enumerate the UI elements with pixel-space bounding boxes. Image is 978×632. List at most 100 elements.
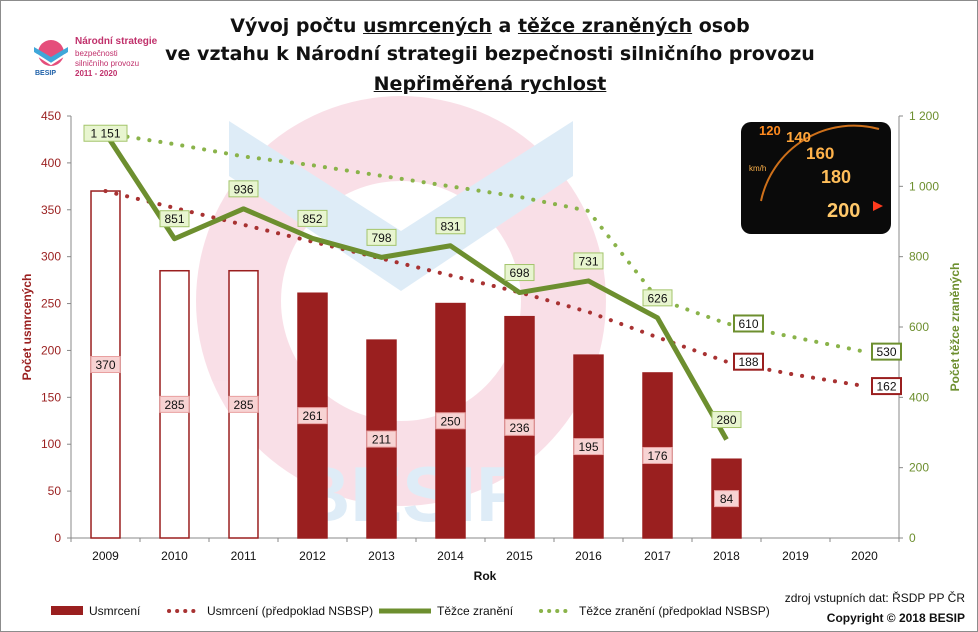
y2-tick-label: 400 <box>909 390 929 404</box>
line-tezce-zraneni <box>103 131 729 441</box>
line-label-2010: 851 <box>164 212 184 226</box>
bar-label-2009-box <box>90 356 121 374</box>
line-label-2017: 626 <box>647 291 667 305</box>
speedometer-image: 120 140 160 180 200 km/h <box>741 122 891 234</box>
x-tick-label: 2014 <box>437 549 464 563</box>
title-part-tezce-zranenych: těžce zraněných <box>517 15 693 37</box>
line-label-2015: 698 <box>509 266 529 280</box>
bar-label-2011: 285 <box>233 398 253 412</box>
bar-label-2017: 176 <box>647 449 667 463</box>
line-label-2013-box <box>366 228 397 246</box>
line-label-2018-box <box>711 411 742 429</box>
x-tick-label: 2019 <box>782 549 809 563</box>
x-tick-label: 2013 <box>368 549 395 563</box>
lines-layer <box>103 131 729 441</box>
x-tick-label: 2011 <box>231 549 257 563</box>
projection-usmrceni-label-2020: 162 <box>876 380 896 394</box>
line-label-2016: 731 <box>578 254 598 268</box>
line-label-2016-box <box>573 252 604 270</box>
legend-label-zraneni: Těžce zranění <box>437 604 514 618</box>
y-tick-label: 0 <box>54 531 61 545</box>
y-tick-label: 450 <box>41 109 61 123</box>
svg-text:120: 120 <box>759 123 781 138</box>
svg-text:km/h: km/h <box>749 164 766 173</box>
title-part: a <box>491 15 518 37</box>
legend-label-zraneni-projection: Těžce zranění (předpoklad NSBSP) <box>579 604 770 618</box>
y2-tick-label: 800 <box>909 250 929 264</box>
x-tick-label: 2010 <box>161 549 188 563</box>
projection-usmrceni-label-2020-box <box>871 377 902 396</box>
legend-label-usmrceni-projection: Usmrcení (předpoklad NSBSP) <box>207 604 373 618</box>
line-label-2018: 280 <box>716 413 736 427</box>
source-note: zdroj vstupních dat: ŘSDP PP ČR <box>784 591 965 605</box>
bar-label-2014-box <box>435 412 466 430</box>
chart-subtitle: Nepřiměřená rychlost <box>373 73 607 95</box>
chart-title-line1: Vývoj počtu usmrcených a těžce zraněných… <box>1 13 977 39</box>
bar-label-2011-box <box>228 395 259 413</box>
bar-label-2009: 370 <box>95 358 115 372</box>
y-tick-label: 250 <box>41 297 61 311</box>
line-label-2012: 852 <box>302 212 322 226</box>
y-tick-label: 100 <box>41 437 61 451</box>
legend-swatch-usmrceni <box>51 606 83 615</box>
bar-label-2013-box <box>366 430 397 448</box>
line-label-2013: 798 <box>371 231 391 245</box>
y-tick-label: 200 <box>41 343 61 357</box>
line-label-2011: 936 <box>233 182 253 196</box>
svg-text:200: 200 <box>827 200 860 222</box>
projection-usmrceni-label-2018: 188 <box>738 355 758 369</box>
bar-label-2018-box <box>714 490 739 508</box>
x-tick-label: 2015 <box>506 549 533 563</box>
y2-tick-label: 600 <box>909 320 929 334</box>
svg-text:160: 160 <box>806 144 834 163</box>
bar-label-2016: 195 <box>578 440 598 454</box>
logo-emblem-icon <box>34 40 68 66</box>
title-part-usmrcenych: usmrcených <box>363 15 492 37</box>
title-part: osob <box>692 15 750 37</box>
legend: Usmrcení Usmrcení (předpoklad NSBSP) Těžce… <box>51 604 770 618</box>
line-label-2014-box <box>435 217 466 235</box>
line-label-2014: 831 <box>440 219 460 233</box>
y-tick-label: 50 <box>48 484 62 498</box>
labels-layer: 370 285 285 261 211 250 236 195 176 84 1 151 851 936… <box>83 124 902 508</box>
x-tick-label: 2009 <box>92 549 119 563</box>
y-tick-label: 300 <box>41 250 61 264</box>
y2-tick-label: 200 <box>909 461 929 475</box>
bar-label-2016-box <box>573 438 604 456</box>
y2-tick-label: 1 200 <box>909 109 939 123</box>
line-label-2009: 1 151 <box>90 127 120 141</box>
y2-tick-label: 1 000 <box>909 179 939 193</box>
chart-title-line2: ve vztahu k Národní strategii bezpečnost… <box>165 43 815 65</box>
bar-label-2014: 250 <box>440 414 460 428</box>
x-axis-title: Rok <box>474 569 497 583</box>
bar-label-2017-box <box>642 446 673 464</box>
x-tick-label: 2017 <box>644 549 671 563</box>
line-label-2015-box <box>504 264 535 282</box>
bar-label-2010-box <box>159 395 190 413</box>
logo-text-line1: Národní strategie <box>75 36 158 47</box>
bar-label-2010: 285 <box>164 398 184 412</box>
logo-brand: BESIP <box>35 70 57 77</box>
legend-label-usmrceni: Usmrcení <box>89 604 141 618</box>
bar-label-2018: 84 <box>720 492 734 506</box>
watermark-text: BESIP <box>294 450 528 538</box>
y2-tick-label: 0 <box>909 531 916 545</box>
y2-axis-title: Počet těžce zraněných <box>948 263 962 392</box>
line-label-2012-box <box>297 209 328 227</box>
x-tick-label: 2020 <box>851 549 878 563</box>
line-label-2011-box <box>228 180 259 198</box>
x-tick-label: 2012 <box>299 549 326 563</box>
projection-zraneni-label-2020: 530 <box>876 345 896 359</box>
bar-label-2012-box <box>297 407 328 425</box>
title-part: Vývoj počtu <box>230 15 364 37</box>
copyright: Copyright © 2018 BESIP <box>826 611 965 625</box>
projection-zraneni-label-2020-box <box>871 342 902 361</box>
line-label-2009-box <box>83 124 128 142</box>
line-label-2017-box <box>642 289 673 307</box>
logo-text-line4: 2011 - 2020 <box>75 69 118 78</box>
x-tick-label: 2016 <box>575 549 602 563</box>
y-tick-label: 150 <box>41 390 61 404</box>
y-tick-label: 350 <box>41 203 61 217</box>
